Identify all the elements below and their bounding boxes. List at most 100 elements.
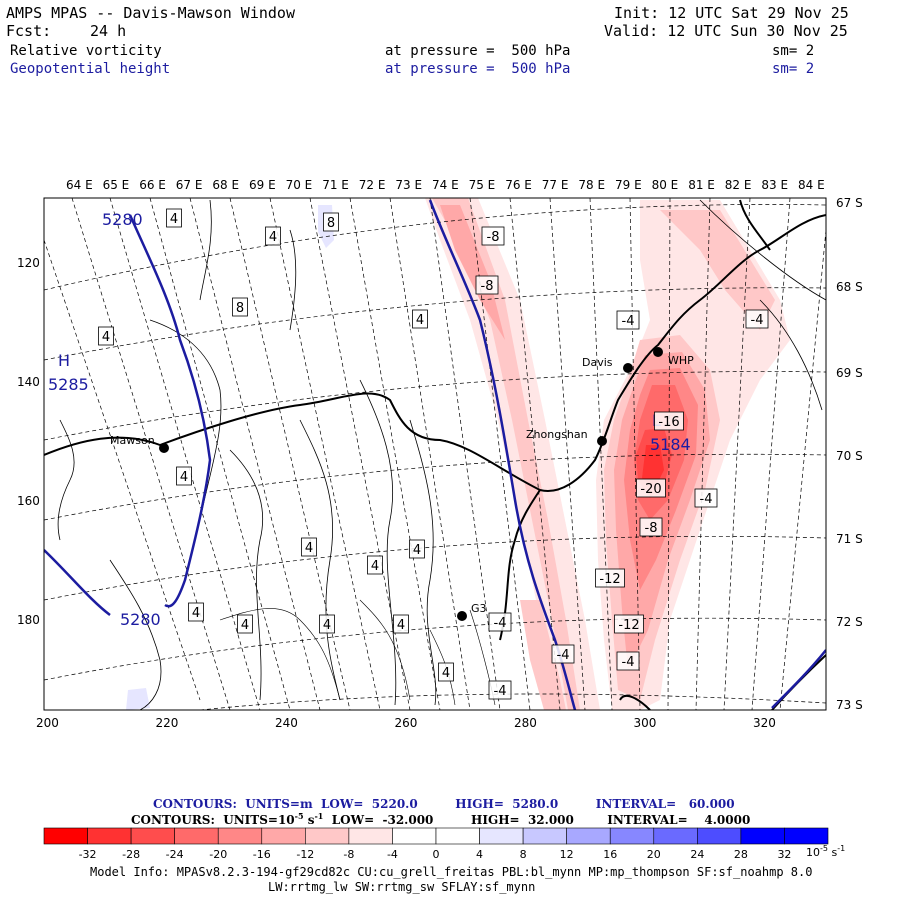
legend-tick-label: -4 <box>387 848 398 861</box>
vorticity-label: 4 <box>180 470 188 485</box>
vorticity-label: -8 <box>481 279 494 294</box>
legend-unit: 10-5 s-1 <box>806 844 845 859</box>
legend-tick-label: 8 <box>520 848 527 861</box>
legend-tick-label: 28 <box>734 848 748 861</box>
vorticity-label: 4 <box>413 543 421 558</box>
vorticity-label-box <box>412 309 428 329</box>
vorticity-label: -4 <box>557 648 570 663</box>
longitude-tick-label: 80 E <box>652 178 679 192</box>
legend-swatch <box>697 827 742 845</box>
legend-tick-label: 12 <box>560 848 574 861</box>
legend-swatch <box>43 827 88 845</box>
legend-swatch <box>740 827 785 845</box>
vorticity-label: 4 <box>170 212 178 227</box>
station-mawson-marker <box>159 443 169 453</box>
longitude-tick-label: 75 E <box>469 178 496 192</box>
legend-swatch <box>174 827 219 845</box>
forecast-hour: 24 h <box>90 22 127 40</box>
longitude-tick-label: 68 E <box>212 178 239 192</box>
forecast-label: Fcst: <box>6 22 52 40</box>
legend-swatch <box>392 827 437 845</box>
legend-tick-label: -32 <box>79 848 97 861</box>
vorticity-contour-info: CONTOURS: UNITS=10-5 s-1 LOW= -32.000 HI… <box>131 811 751 827</box>
vorticity-label-box <box>319 614 335 634</box>
vorticity-label-box <box>409 539 425 559</box>
grid-y-tick-label: 140 <box>17 375 40 389</box>
grid-x-axis: 200 220 240 260 280 300 320 <box>36 716 776 730</box>
legend-tick-label: -24 <box>166 848 184 861</box>
legend-tick-label: 4 <box>476 848 483 861</box>
legend-swatch <box>566 827 611 845</box>
legend-swatch <box>305 827 350 845</box>
vorticity-label: 8 <box>236 301 244 316</box>
height-label: 5280 <box>120 610 161 629</box>
field1-smoothing: sm= 2 <box>772 43 815 59</box>
latitude-tick-label: 70 S <box>836 449 863 463</box>
longitude-tick-label: 83 E <box>761 178 788 192</box>
color-legend-ticks: -32 -28 -24 -20 -16 -12 -8 -4 0 4 8 12 16 20 24 28 32 <box>79 848 792 861</box>
vorticity-label-box <box>551 644 575 664</box>
station-whp-label: WHP <box>668 354 694 367</box>
grid-y-tick-label: 120 <box>17 256 40 270</box>
color-legend-bar <box>43 827 829 845</box>
coastline <box>44 199 826 710</box>
vorticity-label: -4 <box>622 314 635 329</box>
longitude-tick-label: 65 E <box>103 178 130 192</box>
vorticity-label: 4 <box>102 330 110 345</box>
grid-x-tick-label: 280 <box>514 716 537 730</box>
latitude-axis: 67 S 68 S 69 S 70 S 71 S 72 S 73 S <box>836 196 863 712</box>
station-g3-marker <box>457 611 467 621</box>
vorticity-label-box <box>367 555 383 575</box>
longitude-tick-label: 71 E <box>322 178 349 192</box>
model-info-line1: Model Info: MPASv8.2.3-194-gf29cd82c CU:… <box>90 865 813 879</box>
station-g3-label: G3 <box>471 602 487 615</box>
vorticity-label: 4 <box>323 618 331 633</box>
vorticity-label: 4 <box>241 618 249 633</box>
longitude-tick-label: 76 E <box>505 178 532 192</box>
valid-time: Valid: 12 UTC Sun 30 Nov 25 <box>604 22 848 40</box>
grid-x-tick-label: 240 <box>275 716 298 730</box>
field2-pressure: at pressure = 500 hPa <box>385 61 571 77</box>
vorticity-label-box <box>98 326 114 346</box>
vorticity-label-box <box>393 614 409 634</box>
graticule <box>44 198 826 710</box>
vorticity-label-box <box>654 411 684 431</box>
station-davis-marker <box>623 363 633 373</box>
legend-swatch <box>435 827 480 845</box>
map-frame <box>43 197 827 711</box>
grid-x-tick-label: 200 <box>36 716 59 730</box>
longitude-tick-label: 70 E <box>286 178 313 192</box>
vorticity-label-box <box>301 537 317 557</box>
field2-name: Geopotential height <box>10 61 171 77</box>
latitude-tick-label: 71 S <box>836 532 863 546</box>
vorticity-label-box <box>438 662 454 682</box>
vorticity-label-box <box>636 478 666 498</box>
longitude-tick-label: 78 E <box>578 178 605 192</box>
vorticity-label-box <box>616 310 640 330</box>
vorticity-label: -8 <box>487 230 500 245</box>
longitude-tick-label: 79 E <box>615 178 642 192</box>
legend-tick-label: -16 <box>253 848 271 861</box>
legend-tick-label: -8 <box>343 848 354 861</box>
vorticity-label-box <box>265 226 281 246</box>
grid-x-tick-label: 220 <box>156 716 179 730</box>
longitude-tick-label: 77 E <box>542 178 569 192</box>
vorticity-label-box <box>232 297 248 317</box>
vorticity-label-box <box>614 614 644 634</box>
grid-x-tick-label: 320 <box>753 716 776 730</box>
init-time: Init: 12 UTC Sat 29 Nov 25 <box>614 4 849 22</box>
longitude-tick-label: 64 E <box>66 178 93 192</box>
longitude-tick-label: 73 E <box>395 178 422 192</box>
legend-swatch <box>653 827 698 845</box>
vorticity-label-box <box>694 488 718 508</box>
legend-swatch <box>130 827 175 845</box>
longitude-axis: 64 E 65 E 66 E 67 E 68 E 69 E 70 E 71 E 72 E 73 E… <box>66 178 825 192</box>
legend-swatch <box>87 827 132 845</box>
legend-tick-label: 24 <box>690 848 704 861</box>
legend-tick-label: 32 <box>777 848 791 861</box>
vorticity-label-box <box>188 602 204 622</box>
station-whp-marker <box>653 347 663 357</box>
vorticity-label-box <box>488 680 512 700</box>
positive-vorticity-blob <box>126 688 150 710</box>
vorticity-label: -12 <box>599 572 620 587</box>
